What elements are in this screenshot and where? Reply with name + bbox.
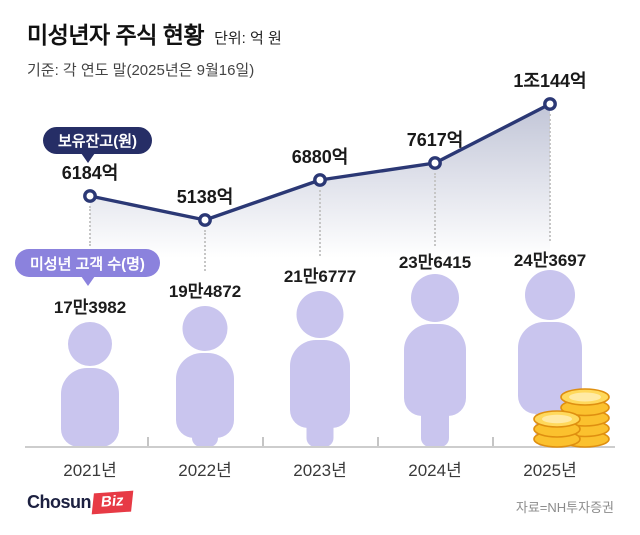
person-icon: [306, 420, 334, 447]
year-column-2025: 24만3697 2025년: [493, 0, 607, 535]
year-column-2024: 23만6415 2024년: [378, 0, 492, 535]
x-axis-year-label: 2022년: [178, 461, 232, 480]
title-row: 미성년자 주식 현황 단위: 억 원: [27, 16, 282, 50]
balance-legend-pill: 보유잔고(원): [43, 127, 152, 163]
chosun-logo-text: Chosun: [27, 492, 92, 512]
person-icon: [296, 291, 344, 338]
x-axis-year-label: 2025년: [523, 461, 577, 480]
page-title: 미성년자 주식 현황: [27, 22, 205, 48]
balance-legend-label: 보유잔고(원): [58, 133, 137, 150]
person-icon: [290, 340, 350, 428]
year-column-2023: 21만6777 2023년: [263, 0, 377, 535]
customer-count-label: 23만6415: [398, 253, 472, 272]
customer-count-label: 19만4872: [168, 282, 242, 301]
year-column-2022: 19만4872 2022년: [148, 0, 262, 535]
person-icon: [421, 408, 449, 447]
header: 미성년자 주식 현황 단위: 억 원 기준: 각 연도 말(2025년은 9월1…: [27, 16, 282, 80]
person-icon: [68, 322, 112, 366]
pointer-down-triangle: [81, 276, 95, 286]
customer-count-label: 24만3697: [513, 251, 587, 270]
source-credit: 자료=NH투자증권: [515, 500, 614, 515]
x-axis-line: [25, 446, 615, 448]
balance-value-label: 1조144억: [513, 71, 587, 91]
person-icon: [61, 368, 119, 447]
person-icon: [176, 353, 234, 438]
year-column-2021: 17만3982 2021년: [33, 0, 147, 535]
person-icon: [192, 430, 218, 447]
balance-value-label: 5138억: [176, 187, 234, 207]
balance-value-label: 6184억: [61, 163, 119, 183]
dotted-connector: [434, 173, 436, 246]
x-axis-year-label: 2023년: [293, 461, 347, 480]
customers-legend-label: 미성년 고객 수(명): [30, 255, 145, 273]
customers-legend-pill: 미성년 고객 수(명): [15, 249, 160, 286]
pointer-down-triangle: [81, 153, 95, 163]
biz-logo-box: Biz: [91, 490, 133, 515]
axis-tick: [377, 437, 379, 446]
dotted-connector: [204, 230, 206, 271]
axis-tick: [492, 437, 494, 446]
chosunbiz-logo: Chosun Biz: [27, 490, 133, 515]
axis-tick: [262, 437, 264, 446]
basis-note: 기준: 각 연도 말(2025년은 9월16일): [27, 62, 255, 79]
balance-value-label: 7617억: [406, 130, 464, 150]
dotted-connector: [319, 190, 321, 256]
person-icon: [404, 324, 466, 416]
x-axis-year-label: 2024년: [408, 461, 462, 480]
person-icon: [525, 270, 575, 320]
balance-value-label: 6880억: [291, 147, 349, 167]
x-axis-year-label: 2021년: [63, 461, 117, 480]
person-icon: [182, 306, 228, 351]
coin-stack-icon: [533, 388, 610, 448]
person-icon: [411, 274, 459, 322]
axis-tick: [147, 437, 149, 446]
customer-count-label: 17만3982: [53, 298, 127, 317]
dotted-connector: [549, 114, 551, 241]
dotted-connector: [89, 206, 91, 246]
customer-count-label: 21만6777: [283, 267, 357, 286]
unit-label: 단위: 억 원: [214, 30, 282, 47]
